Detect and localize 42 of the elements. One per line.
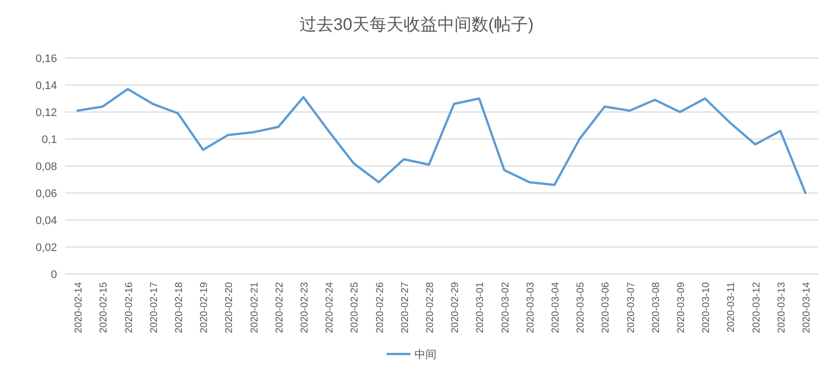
x-tick-label: 2020-02-25 <box>350 282 361 334</box>
x-tick-label: 2020-03-13 <box>776 282 788 334</box>
x-tick-label: 2020-03-02 <box>500 282 512 334</box>
y-tick-label: 0,02 <box>36 242 57 254</box>
y-tick-label: 0,04 <box>36 215 57 227</box>
x-tick-label: 2020-03-04 <box>550 282 562 334</box>
x-tick-label: 2020-03-07 <box>626 282 637 334</box>
x-tick-label: 2020-02-14 <box>74 282 85 334</box>
x-tick-label: 2020-02-26 <box>374 282 386 334</box>
x-tick-label: 2020-03-09 <box>676 282 687 334</box>
x-tick-label: 2020-02-19 <box>199 282 210 334</box>
x-tick-label: 2020-03-03 <box>525 282 536 334</box>
x-tick-label: 2020-03-01 <box>475 282 486 334</box>
x-tick-label: 2020-03-12 <box>751 282 762 334</box>
x-tick-label: 2020-02-18 <box>174 282 185 334</box>
y-tick-label: 0,14 <box>36 80 57 92</box>
y-tick-label: 0,1 <box>42 134 57 146</box>
x-tick-label: 2020-02-28 <box>424 282 436 334</box>
x-tick-label: 2020-02-17 <box>148 282 160 334</box>
x-tick-label: 2020-03-14 <box>801 282 812 334</box>
line-series <box>76 88 807 194</box>
legend-label: 中间 <box>414 348 436 361</box>
y-tick-label: 0,16 <box>36 53 57 65</box>
x-tick-label: 2020-03-10 <box>701 282 712 334</box>
x-tick-label: 2020-02-27 <box>400 282 411 334</box>
chart-title: 过去30天每天收益中间数(帖子) <box>299 15 534 34</box>
x-tick-label: 2020-03-11 <box>726 282 738 332</box>
x-tick-label: 2020-02-16 <box>124 282 135 334</box>
x-tick-label: 2020-02-21 <box>249 282 260 334</box>
y-tick-label: 0,06 <box>36 188 57 200</box>
x-tick-label: 2020-02-24 <box>324 282 336 334</box>
x-tick-label: 2020-02-15 <box>98 282 110 334</box>
y-tick-label: 0,12 <box>36 107 57 119</box>
x-tick-label: 2020-02-29 <box>450 282 462 334</box>
x-tick-label: 2020-03-06 <box>600 282 612 334</box>
x-tick-label: 2020-02-22 <box>274 282 286 334</box>
x-tick-label: 2020-03-08 <box>650 282 662 334</box>
x-tick-label: 2020-02-23 <box>299 282 310 334</box>
x-tick-label: 2020-02-20 <box>224 282 236 334</box>
y-tick-label: 0,08 <box>36 161 57 173</box>
y-tick-label: 0 <box>50 269 57 281</box>
x-tick-label: 2020-03-05 <box>576 282 587 334</box>
